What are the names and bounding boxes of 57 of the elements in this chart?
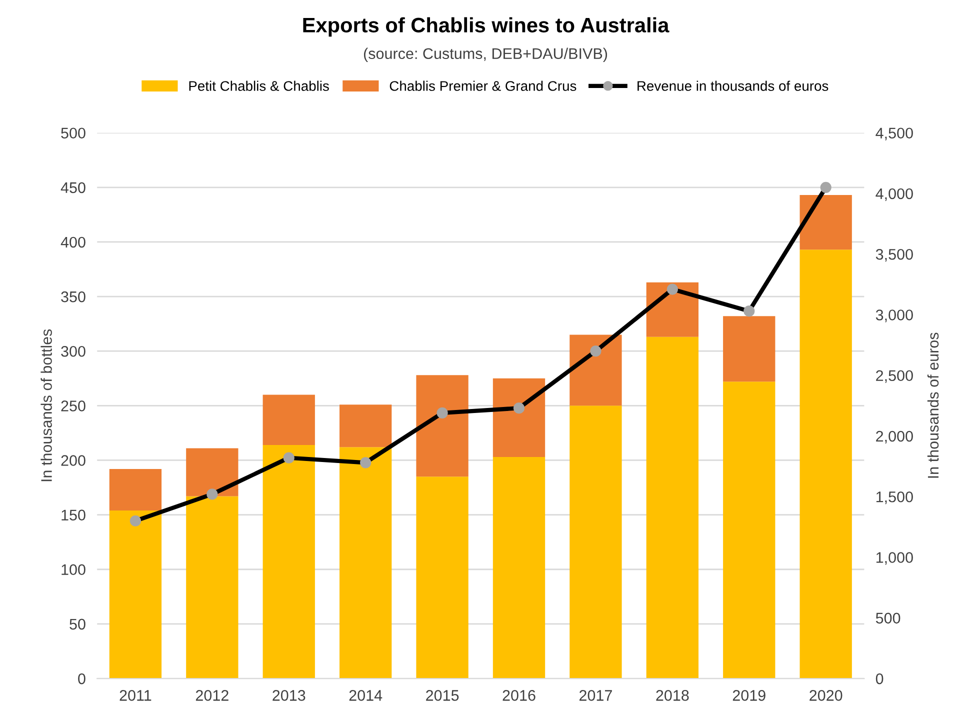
bar — [492, 378, 546, 457]
bar — [340, 404, 392, 448]
x-tick-label: 2011 — [120, 690, 152, 701]
y2-tick-label: 500 — [876, 612, 900, 624]
bar — [262, 394, 315, 445]
x-tick-label: 2015 — [426, 690, 459, 701]
bar — [186, 448, 238, 496]
x-tick-label: 2019 — [732, 690, 766, 701]
bar — [646, 336, 698, 679]
y2-tick-label: 4,500 — [876, 128, 913, 140]
y-tick-label: 50 — [70, 618, 86, 630]
bar — [416, 476, 468, 679]
y2-tick-label: 1,500 — [876, 491, 913, 504]
y-tick-label: 500 — [61, 128, 86, 139]
bar — [723, 382, 776, 679]
y-tick-label: 450 — [60, 182, 86, 194]
bar — [186, 496, 238, 679]
legend-label: Revenue in thousands of euros — [638, 80, 828, 91]
bar — [416, 375, 468, 477]
y2-axis-title: In thousands of euros — [927, 332, 939, 478]
y2-tick-label: 3,000 — [876, 310, 913, 322]
bar — [800, 195, 852, 250]
bar — [723, 316, 776, 382]
y-tick-label: 150 — [62, 510, 86, 520]
y-tick-label: 0 — [78, 673, 86, 684]
bar — [109, 510, 162, 679]
x-tick-label: 2013 — [272, 690, 306, 701]
y-tick-label: 300 — [61, 346, 86, 357]
bar — [340, 447, 392, 679]
x-tick-label: 2014 — [349, 690, 382, 701]
chart-title: Exports of Chablis wines to Australia — [303, 17, 670, 37]
bar — [570, 334, 622, 406]
y2-tick-label: 0 — [876, 673, 884, 684]
y2-tick-label: 2,000 — [876, 430, 913, 444]
y2-tick-label: 3,500 — [876, 248, 913, 262]
y-tick-label: 100 — [62, 564, 86, 576]
legend-label: Chablis Premier & Grand Crus — [390, 80, 576, 91]
y-axis-title: In thousands of bottles — [40, 329, 52, 482]
y-tick-label: 200 — [61, 455, 86, 466]
chart-subtitle: (source: Custums, DEB+DAU/BIVB) — [364, 48, 608, 62]
bar — [570, 406, 622, 679]
y-tick-label: 350 — [61, 291, 86, 302]
bar — [800, 250, 852, 679]
legend-label: Petit Chablis & Chablis — [189, 80, 329, 91]
y2-tick-label: 2,500 — [876, 370, 913, 383]
x-tick-label: 2012 — [196, 690, 228, 701]
x-tick-label: 2016 — [502, 690, 536, 701]
bar — [109, 468, 162, 510]
y-tick-label: 400 — [60, 236, 86, 248]
x-tick-label: 2017 — [579, 690, 612, 701]
y2-tick-label: 4,000 — [876, 188, 913, 201]
y2-tick-label: 1,000 — [876, 552, 913, 565]
x-tick-label: 2020 — [810, 690, 842, 701]
y-tick-label: 250 — [61, 400, 86, 412]
bar — [262, 444, 315, 679]
x-tick-label: 2018 — [656, 690, 689, 701]
bar — [492, 456, 546, 679]
